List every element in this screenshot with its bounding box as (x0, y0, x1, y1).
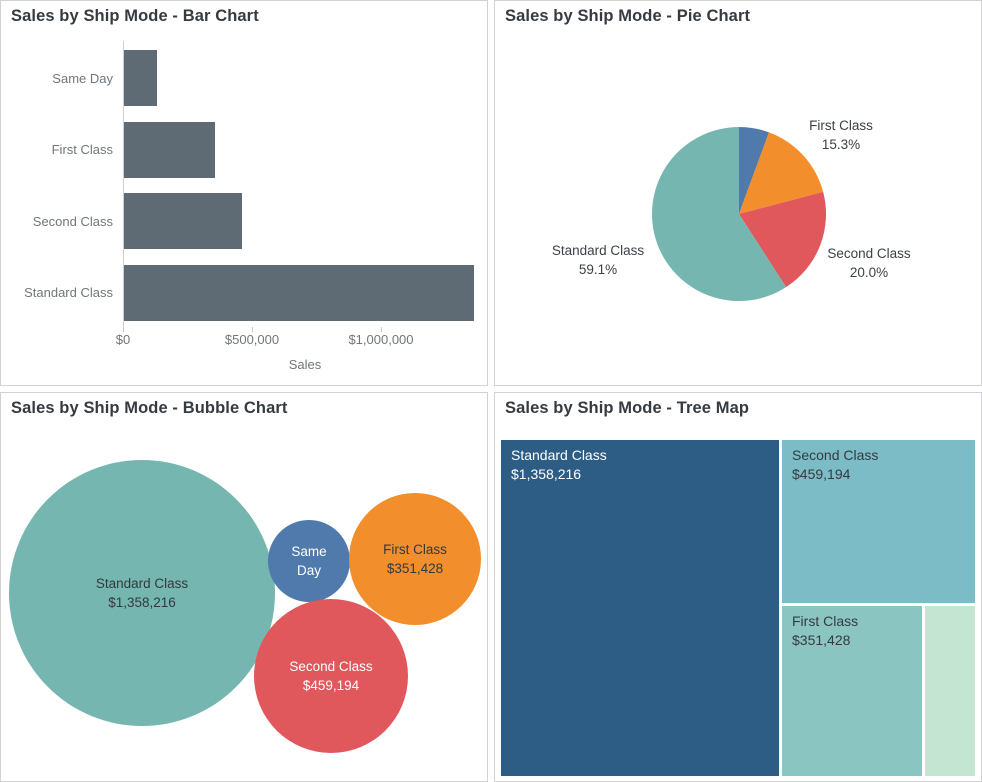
bar-same-day[interactable] (124, 50, 157, 106)
x-axis-title: Sales (288, 357, 322, 372)
treemap-title: Sales by Ship Mode - Tree Map (505, 399, 750, 417)
x-axis-tick (252, 327, 253, 332)
panel-treemap: Sales by Ship Mode - Tree Map Standard C… (494, 392, 982, 782)
bubble-second-class[interactable]: Second Class $459,194 (254, 599, 408, 753)
bar-standard-class[interactable] (124, 264, 474, 321)
x-axis-tick (381, 327, 382, 332)
bar-category-label: Same Day (52, 70, 113, 86)
panel-pie-chart: Sales by Ship Mode - Pie Chart First Cla… (494, 0, 982, 386)
bar-category-label: Second Class (32, 213, 113, 229)
treemap-plot: Standard Class $1,358,216 Second Class $459… (501, 440, 975, 776)
pie-slice-label-standard-class: Standard Class 59.1% (551, 243, 645, 277)
bubble-same-day[interactable]: Same Day (268, 520, 350, 602)
pie-chart-plot: First Class 15.3% Second Class 20.0% Standar… (495, 1, 981, 385)
bubble-label-same-day: Same Day (291, 544, 327, 578)
pie-slice-second-class[interactable] (739, 191, 827, 288)
x-axis-tick (123, 327, 124, 332)
bar-first-class[interactable] (124, 121, 215, 178)
pie-chart-title: Sales by Ship Mode - Pie Chart (505, 7, 751, 25)
bubble-label-second-class: Second Class $459,194 (289, 659, 373, 693)
bubble-chart-plot: Standard Class $1,358,216 Same Day First Cl… (1, 393, 487, 781)
bar-category-label: Standard Class (24, 285, 113, 301)
bubble-standard-class[interactable]: Standard Class $1,358,216 (9, 460, 275, 726)
treemap-cell-first-class[interactable]: First Class $351,428 (782, 606, 922, 776)
pie-slice-same-day[interactable] (739, 127, 769, 214)
x-tick-label: $0 (115, 332, 131, 347)
bar-chart-title: Sales by Ship Mode - Bar Chart (11, 7, 259, 25)
panel-bubble-chart: Sales by Ship Mode - Bubble Chart Standa… (0, 392, 488, 782)
bubble-chart-title: Sales by Ship Mode - Bubble Chart (11, 399, 288, 417)
bubble-label-first-class: First Class $351,428 (383, 542, 447, 576)
treemap-cell-standard-class[interactable]: Standard Class $1,358,216 (501, 440, 779, 776)
treemap-cell-second-class[interactable]: Second Class $459,194 (782, 440, 975, 603)
bar-second-class[interactable] (124, 193, 242, 249)
treemap-cell-same-day[interactable] (925, 606, 975, 776)
pie-slice-first-class[interactable] (739, 132, 824, 214)
bubble-first-class[interactable]: First Class $351,428 (349, 493, 481, 625)
x-tick-label: $1,000,000 (348, 332, 414, 347)
bar-chart-plot: Same Day First Class Second Class Standard … (1, 1, 487, 385)
bar-category-label: First Class (51, 142, 113, 158)
panel-bar-chart: Sales by Ship Mode - Bar Chart Same Day F… (0, 0, 488, 386)
y-axis-line (123, 41, 124, 327)
pie-slice-label-first-class: First Class 15.3% (809, 118, 873, 152)
x-tick-label: $500,000 (224, 332, 280, 347)
pie-svg (651, 127, 827, 301)
bubble-label-standard-class: Standard Class $1,358,216 (95, 576, 189, 610)
pie-slice-standard-class[interactable] (651, 127, 787, 301)
pie-slice-label-second-class: Second Class 20.0% (827, 246, 911, 280)
